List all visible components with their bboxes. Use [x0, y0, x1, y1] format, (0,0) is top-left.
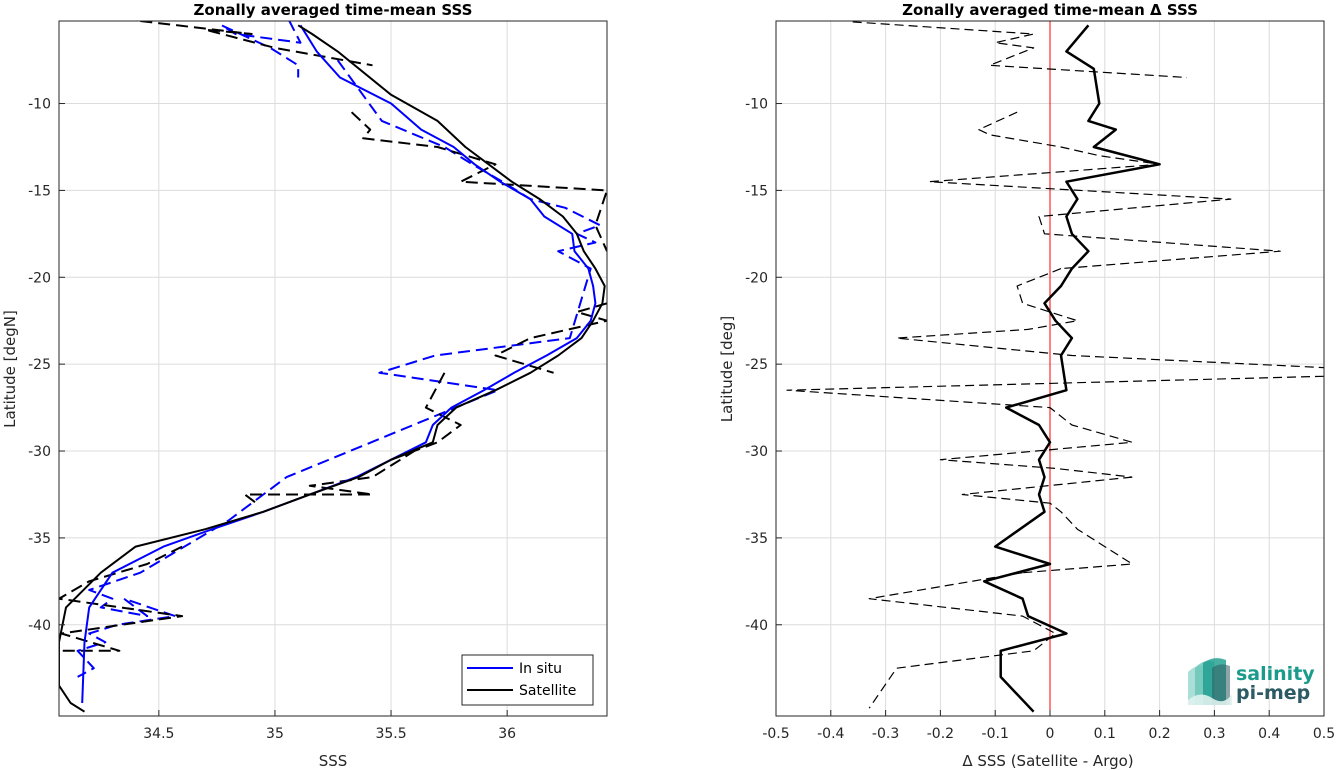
x-tick-label: -0.1 — [982, 726, 1009, 742]
delta-sss-panel: -0.5 -0.4 -0.3 -0.2 -0.1 0 0.1 0.2 0.3 0.4 0.5 -40 -… — [718, 1, 1335, 770]
series-dashed-line — [852, 21, 1188, 79]
satellite-line — [59, 24, 606, 713]
sss-plot-area — [59, 21, 607, 716]
in-situ-line — [81, 24, 597, 704]
y-tick-label: -40 — [745, 618, 768, 634]
delta-ticks: -0.5 -0.4 -0.3 -0.2 -0.1 0 0.1 0.2 0.3 0.4 0.5 -40 -… — [745, 97, 1335, 742]
x-tick-label: 34.5 — [143, 726, 174, 742]
series-dashed-line — [928, 111, 1281, 270]
y-tick-label: -10 — [28, 97, 51, 113]
series-dashed-line — [868, 572, 1057, 709]
x-tick-label: 0.1 — [1094, 726, 1116, 742]
y-tick-label: -15 — [28, 183, 51, 199]
y-tick-label: -35 — [745, 531, 768, 547]
delta-xlabel: Δ SSS (Satellite - Argo) — [962, 752, 1133, 770]
series-dashed-line — [494, 302, 607, 374]
y-tick-label: -20 — [745, 270, 768, 286]
x-tick-label: 0.2 — [1148, 726, 1170, 742]
series-line — [982, 24, 1161, 713]
legend-satellite-label: Satellite — [519, 683, 576, 699]
y-tick-label: -10 — [745, 97, 768, 113]
sss-panel: 34.5 35 35.5 36 -40 -35 -30 -25 -20 -15 -10 Zonall… — [1, 1, 608, 770]
series-dashed-line — [140, 21, 373, 67]
salinity-waves-icon — [1188, 658, 1232, 705]
x-tick-label: 0.4 — [1258, 726, 1280, 742]
y-tick-label: -35 — [28, 531, 51, 547]
series-dashed-line — [350, 111, 607, 252]
y-tick-label: -25 — [745, 357, 768, 373]
logo-line1: salinity — [1236, 663, 1315, 685]
series-dashed-line — [961, 476, 1133, 574]
x-tick-label: -0.2 — [927, 726, 954, 742]
y-tick-label: -15 — [745, 183, 768, 199]
y-tick-label: -30 — [28, 444, 51, 460]
x-tick-label: 35 — [266, 726, 284, 742]
x-tick-label: 35.5 — [375, 726, 406, 742]
sss-xlabel: SSS — [319, 752, 348, 770]
legend-box — [461, 654, 594, 706]
y-tick-label: -20 — [28, 270, 51, 286]
sss-series — [59, 21, 607, 713]
sss-ticks: 34.5 35 35.5 36 -40 -35 -30 -25 -20 -15 -10 — [28, 97, 516, 742]
legend-in-situ-label: In situ — [519, 661, 562, 677]
x-tick-label: 0.3 — [1203, 726, 1225, 742]
delta-ylabel: Latitude [deg] — [718, 316, 736, 422]
x-tick-label: 36 — [498, 726, 516, 742]
logo-line2: pi-mep — [1236, 682, 1310, 704]
delta-series — [786, 21, 1324, 716]
sss-axes-box — [58, 20, 608, 717]
series-dashed-line — [895, 268, 1324, 369]
delta-title: Zonally averaged time-mean Δ SSS — [902, 1, 1198, 19]
y-tick-label: -25 — [28, 357, 51, 373]
salinity-pi-mep-logo: salinity pi-mep — [1188, 658, 1315, 705]
series-dashed-line — [220, 21, 302, 78]
y-tick-label: -40 — [28, 618, 51, 634]
series-dashed-line — [786, 375, 1324, 478]
sss-ylabel: Latitude [degN] — [1, 310, 19, 428]
x-tick-label: -0.4 — [817, 726, 844, 742]
x-tick-label: 0.5 — [1313, 726, 1335, 742]
legend: In situ Satellite — [461, 654, 594, 706]
x-tick-label: -0.3 — [872, 726, 899, 742]
y-tick-label: -30 — [745, 444, 768, 460]
sss-title: Zonally averaged time-mean SSS — [194, 1, 473, 19]
x-tick-label: 0 — [1046, 726, 1055, 742]
x-tick-label: -0.5 — [762, 726, 789, 742]
